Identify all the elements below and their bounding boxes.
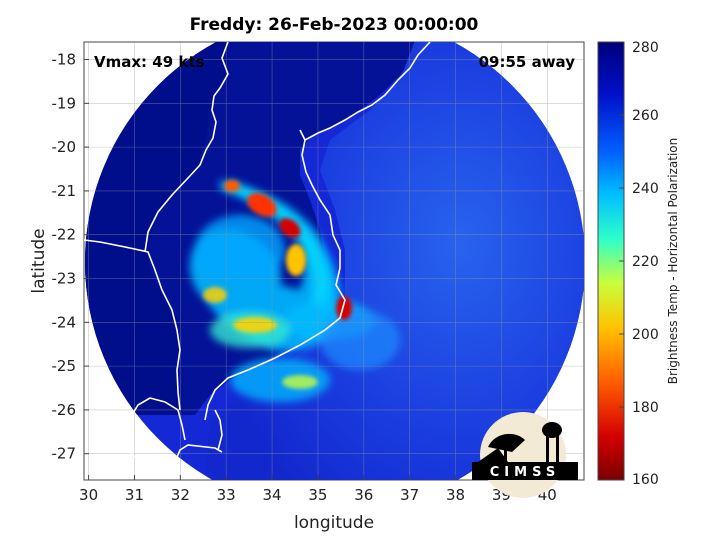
x-tick-label: 35 bbox=[308, 486, 327, 504]
y-tick-label: -22 bbox=[52, 226, 77, 244]
y-tick-label: -21 bbox=[52, 182, 77, 200]
y-tick-label: -18 bbox=[52, 51, 77, 69]
y-tick-label: -25 bbox=[52, 357, 77, 375]
x-tick-label: 34 bbox=[263, 486, 282, 504]
x-tick-label: 37 bbox=[400, 486, 419, 504]
cimss-logo: CIMSS bbox=[472, 412, 578, 498]
x-axis-label: longitude bbox=[294, 513, 374, 533]
x-tick-label: 30 bbox=[79, 486, 98, 504]
colorbar-tick-label: 260 bbox=[632, 108, 659, 124]
y-tick-label: -23 bbox=[52, 270, 77, 288]
x-tick-label: 36 bbox=[354, 486, 373, 504]
colorbar-tick-label: 220 bbox=[632, 254, 659, 270]
x-tick-label: 33 bbox=[217, 486, 236, 504]
colorbar-tick-label: 200 bbox=[632, 327, 659, 343]
y-axis-ticks: -18 -19 -20 -21 -22 -23 -24 -25 -26 -27 bbox=[52, 51, 89, 463]
y-tick-label: -20 bbox=[52, 138, 77, 156]
chart-title: Freddy: 26-Feb-2023 00:00:00 bbox=[190, 15, 479, 35]
colorbar-tick-label: 280 bbox=[632, 40, 659, 56]
y-tick-label: -26 bbox=[52, 401, 77, 419]
colorbar-label: Brightness Temp - Horizontal Polarizatio… bbox=[666, 138, 680, 385]
brightness-swath bbox=[85, 42, 584, 480]
x-tick-label: 31 bbox=[125, 486, 144, 504]
colorbar-tick-label: 180 bbox=[632, 400, 659, 416]
logo-text: CIMSS bbox=[490, 465, 560, 480]
y-tick-label: -19 bbox=[52, 94, 77, 112]
map-grid bbox=[84, 42, 584, 480]
y-tick-label: -24 bbox=[52, 313, 77, 331]
vmax-label: Vmax: 49 kts bbox=[94, 53, 204, 71]
x-tick-label: 32 bbox=[171, 486, 190, 504]
y-axis-label: latitude bbox=[29, 228, 49, 293]
time-away-label: 09:55 away bbox=[479, 53, 576, 71]
coastline bbox=[84, 42, 431, 469]
x-tick-label: 38 bbox=[446, 486, 465, 504]
y-tick-label: -27 bbox=[52, 445, 77, 463]
colorbar-tick-label: 160 bbox=[632, 472, 659, 488]
colorbar: 280 260 240 220 200 180 160 Brightness Temp - … bbox=[597, 40, 680, 488]
colorbar-tick-label: 240 bbox=[632, 181, 659, 197]
